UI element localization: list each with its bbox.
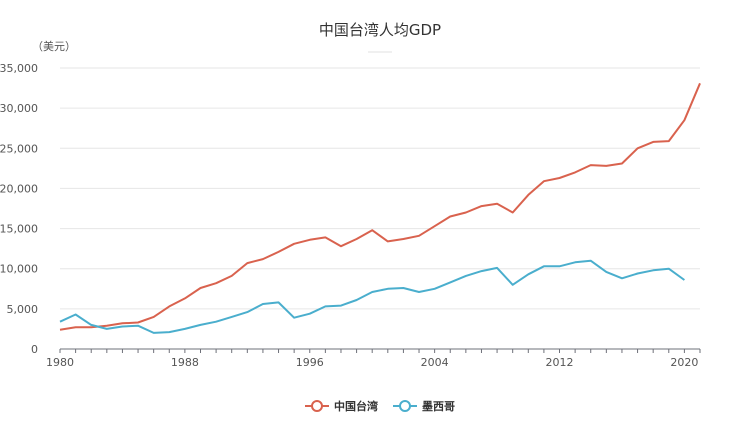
x-tick-label: 2004	[421, 356, 449, 369]
legend-item-0[interactable]: 中国台湾	[305, 399, 378, 413]
x-axis-ticks: 1980 1988 1996 2004 2012 2020	[46, 349, 701, 369]
legend-label: 墨西哥	[422, 400, 455, 413]
x-tick-label: 1980	[46, 356, 74, 369]
x-tick-label: 1996	[296, 356, 324, 369]
series-line-0	[59, 82, 701, 331]
y-tick-label: 0	[31, 343, 38, 356]
y-tick-label: 35,000	[0, 62, 38, 75]
x-tick-label: 1988	[171, 356, 199, 369]
y-tick-label: 15,000	[0, 223, 38, 236]
y-tick-label: 10,000	[0, 263, 38, 276]
series-lines	[59, 82, 701, 334]
y-tick-label: 5,000	[7, 303, 39, 316]
y-axis-ticks: 0 5,000 10,000 15,000 20,000 25,000 30,000 35,0…	[0, 62, 38, 356]
chart-title: 中国台湾人均GDP	[319, 21, 441, 39]
legend-marker-icon	[311, 400, 323, 412]
gridlines	[60, 67, 700, 350]
y-axis-unit-label: （美元）	[32, 40, 76, 53]
y-tick-label: 30,000	[0, 102, 38, 115]
x-tick-label: 2020	[670, 356, 698, 369]
legend-item-1[interactable]: 墨西哥	[393, 400, 455, 413]
legend[interactable]: 中国台湾 墨西哥	[305, 399, 455, 413]
y-tick-label: 25,000	[0, 142, 38, 155]
legend-marker-icon	[399, 400, 411, 412]
y-tick-label: 20,000	[0, 182, 38, 195]
legend-label: 中国台湾	[334, 399, 378, 413]
series-line-1	[59, 259, 685, 334]
x-tick-label: 2012	[546, 356, 574, 369]
